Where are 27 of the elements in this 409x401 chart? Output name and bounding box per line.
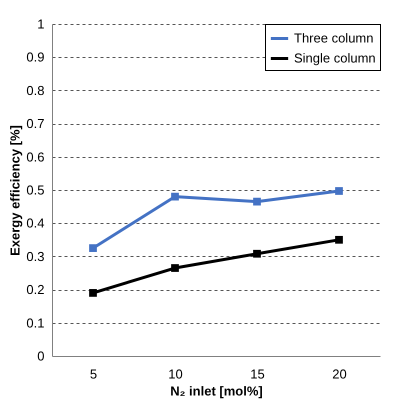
point xyxy=(253,250,261,258)
y-tick-label: 0.7 xyxy=(26,116,44,132)
y-tick-label: 0.3 xyxy=(26,248,44,264)
y-axis-title: Exergy efficiency [%] xyxy=(7,125,22,256)
y-tick-label: 0.9 xyxy=(26,50,44,65)
x-tick-label: 20 xyxy=(332,366,347,382)
x-tick-label: 10 xyxy=(168,366,183,382)
point xyxy=(171,264,179,272)
y-tick-label: 0.2 xyxy=(26,282,44,298)
point xyxy=(89,244,97,252)
y-tick-label: 0.4 xyxy=(26,216,44,231)
x-tick-label: 15 xyxy=(250,366,265,382)
legend-label: Three column xyxy=(294,30,374,46)
y-tick-label: 0.5 xyxy=(26,182,44,198)
y-tick-label: 0 xyxy=(37,348,44,364)
point xyxy=(335,187,343,195)
point xyxy=(171,192,179,201)
y-tick-label: 0.8 xyxy=(26,82,44,98)
legend-label: Single column xyxy=(294,50,376,66)
point xyxy=(335,236,343,244)
x-axis-title: N₂ inlet [mol%] xyxy=(170,384,263,398)
y-tick-label: 1 xyxy=(37,16,44,32)
y-tick-label: 0.1 xyxy=(26,315,44,330)
x-tick-label: 5 xyxy=(90,366,98,382)
point xyxy=(253,198,261,206)
point xyxy=(89,289,97,297)
y-tick-label: 0.6 xyxy=(26,149,44,164)
